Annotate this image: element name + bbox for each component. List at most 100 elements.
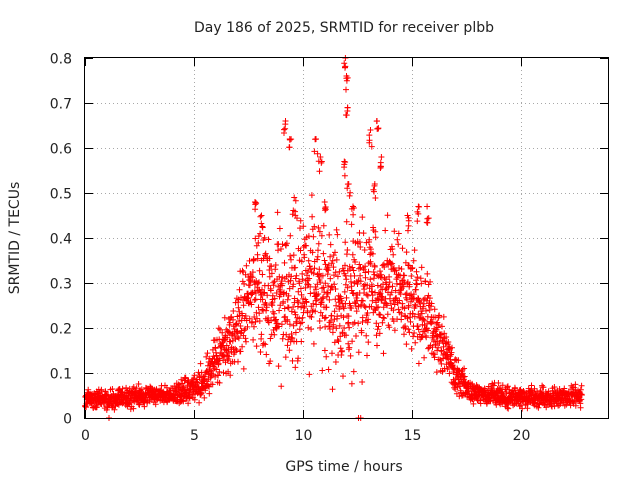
data-point (391, 327, 398, 334)
data-point (233, 347, 240, 354)
data-point (415, 360, 422, 367)
data-point (221, 337, 228, 344)
data-point (428, 303, 434, 310)
data-point (308, 192, 315, 199)
data-point (283, 240, 290, 247)
data-point (367, 261, 374, 267)
data-point (289, 357, 296, 364)
data-point (423, 307, 429, 314)
data-point (254, 280, 261, 287)
data-point (384, 311, 391, 318)
data-point (198, 390, 205, 397)
data-point (305, 257, 312, 264)
data-point (208, 367, 215, 374)
data-point (401, 272, 408, 279)
data-point (216, 379, 223, 386)
data-point (232, 345, 239, 352)
data-point (304, 272, 310, 279)
data-point (371, 271, 378, 278)
data-point (366, 236, 373, 243)
data-point (420, 300, 427, 307)
data-point (324, 289, 330, 296)
data-point (235, 335, 242, 342)
data-point (425, 345, 432, 352)
data-point (323, 353, 330, 360)
data-point (374, 295, 381, 302)
data-point (455, 357, 462, 364)
data-point (376, 330, 383, 337)
data-point (263, 307, 270, 314)
data-point (256, 279, 262, 286)
data-point (400, 283, 407, 290)
data-point (250, 336, 257, 343)
data-point (224, 334, 231, 341)
data-point (342, 262, 348, 269)
data-point (424, 270, 431, 277)
data-point (363, 291, 370, 298)
data-point (224, 357, 231, 364)
data-point (185, 400, 192, 407)
data-point (357, 272, 364, 279)
data-point (287, 277, 294, 284)
data-point (329, 386, 336, 393)
data-point (223, 342, 230, 349)
data-point (445, 339, 452, 345)
data-point (333, 325, 340, 332)
data-point (436, 340, 443, 347)
data-point (359, 297, 366, 304)
data-point (330, 252, 337, 259)
data-point (378, 271, 385, 278)
data-point (375, 304, 382, 310)
data-point (412, 339, 419, 346)
data-point (226, 353, 233, 360)
data-point (545, 388, 552, 395)
data-point (311, 265, 318, 272)
data-point (417, 275, 424, 282)
data-point (178, 376, 185, 383)
data-point (345, 340, 352, 347)
data-point (439, 323, 445, 330)
data-point (365, 339, 372, 346)
data-point (247, 277, 254, 284)
data-point (421, 317, 428, 324)
data-point (297, 247, 304, 254)
data-point (365, 316, 372, 323)
data-point (255, 304, 262, 311)
data-point (353, 295, 360, 301)
data-point (257, 349, 264, 355)
data-point (328, 312, 335, 319)
data-point (359, 314, 366, 321)
data-point (285, 304, 292, 311)
data-point (510, 402, 517, 409)
data-point (206, 390, 213, 397)
data-point (321, 315, 328, 322)
data-point (340, 304, 347, 310)
data-point (327, 275, 334, 282)
data-point (329, 257, 336, 264)
data-point (429, 319, 436, 325)
data-point (275, 247, 281, 254)
data-point (314, 256, 321, 263)
data-point (284, 342, 291, 349)
data-point (256, 267, 263, 274)
data-point (368, 143, 375, 150)
data-point (320, 284, 327, 291)
data-point (341, 172, 348, 179)
data-point (367, 127, 374, 133)
data-point (98, 386, 105, 393)
data-point (322, 280, 329, 287)
data-point (420, 303, 427, 310)
y-tick-label: 0.4 (50, 232, 72, 248)
data-point (310, 340, 317, 347)
data-point (382, 286, 389, 293)
data-point (364, 292, 371, 299)
data-point (351, 272, 358, 279)
data-point (347, 352, 354, 359)
data-point (432, 341, 439, 348)
data-point (299, 276, 306, 283)
data-point (311, 148, 318, 155)
data-point (325, 366, 332, 373)
data-point (304, 309, 311, 316)
data-point (369, 250, 376, 257)
data-point (333, 256, 340, 263)
